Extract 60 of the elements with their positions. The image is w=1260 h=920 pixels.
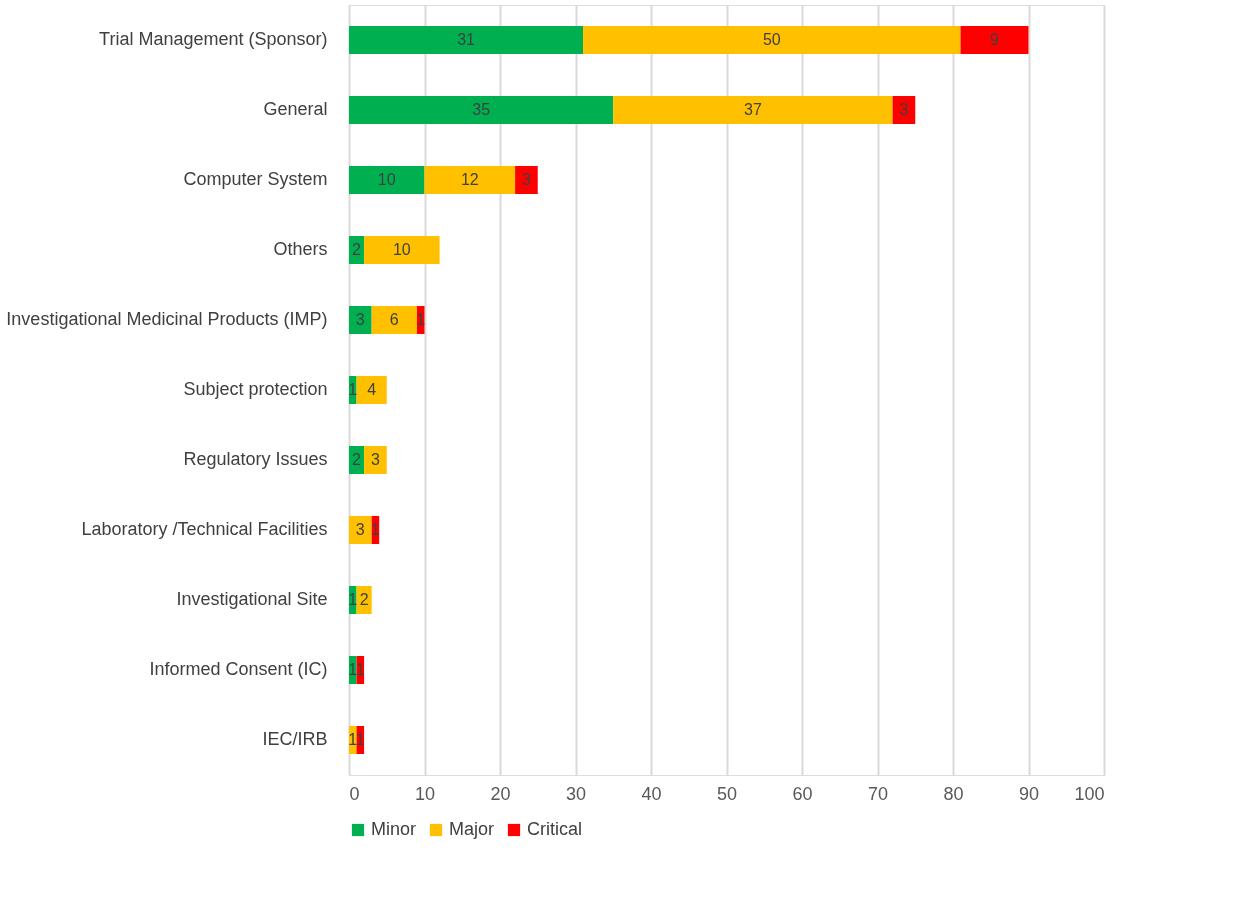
y-tick-label: Trial Management (Sponsor) (99, 29, 328, 49)
data-label: 10 (392, 241, 411, 258)
x-tick-label: 90 (1018, 783, 1040, 804)
x-tick-label: 0 (349, 783, 360, 804)
bar (424, 166, 516, 194)
bar (515, 166, 538, 194)
x-tick-label: 60 (792, 783, 813, 804)
bar (371, 306, 417, 334)
data-label: 12 (460, 171, 479, 188)
y-tick-label: Computer System (183, 169, 328, 189)
x-tick-label: 80 (943, 783, 964, 804)
bar (583, 26, 961, 54)
y-tick-label: IEC/IRB (262, 729, 328, 749)
bar (349, 306, 372, 334)
bar (960, 26, 1029, 54)
x-tick-label: 50 (716, 783, 738, 804)
data-label: 3 (521, 171, 531, 188)
data-label: 3 (370, 451, 380, 468)
x-tick-label: 20 (490, 783, 511, 804)
y-tick-label: Laboratory /Technical Facilities (81, 519, 328, 539)
x-tick-label: 10 (414, 783, 436, 804)
bar (364, 446, 387, 474)
bar (349, 96, 614, 124)
data-label: 31 (457, 31, 476, 48)
y-tick-label: Subject protection (183, 379, 328, 399)
data-label: 50 (762, 31, 781, 48)
data-label: 3 (355, 521, 365, 538)
legend-label: Critical (527, 819, 583, 839)
x-tick-label: 100 (1074, 783, 1105, 804)
data-label: 3 (355, 311, 365, 328)
x-tick-label: 30 (565, 783, 587, 804)
data-label: 35 (472, 101, 491, 118)
data-label: 2 (352, 241, 362, 258)
legend-label: Minor (371, 819, 417, 839)
bar (356, 376, 387, 404)
data-label: 1 (370, 521, 380, 538)
bar (349, 516, 372, 544)
data-label: 2 (352, 451, 362, 468)
y-tick-label: General (263, 99, 328, 119)
y-tick-label: Investigational Site (176, 589, 328, 609)
legend-label: Major (449, 819, 495, 839)
data-label: 2 (359, 591, 369, 608)
data-label: 1 (348, 731, 358, 748)
data-label: 3 (899, 101, 909, 118)
data-label: 9 (990, 31, 1000, 48)
data-label: 4 (367, 381, 377, 398)
x-tick-label: 40 (641, 783, 662, 804)
bar (349, 26, 584, 54)
x-tick-label: 70 (867, 783, 889, 804)
y-tick-label: Investigational Medicinal Products (IMP) (6, 309, 328, 329)
bar (364, 236, 440, 264)
data-label: 37 (744, 101, 762, 118)
y-tick-label: Others (273, 239, 328, 259)
bar (349, 166, 425, 194)
bar (613, 96, 893, 124)
data-label: 1 (355, 661, 365, 678)
data-label: 6 (389, 311, 399, 328)
data-label: 10 (377, 171, 396, 188)
y-tick-label: Regulatory Issues (183, 449, 328, 469)
y-tick-label: Informed Consent (IC) (149, 659, 328, 679)
